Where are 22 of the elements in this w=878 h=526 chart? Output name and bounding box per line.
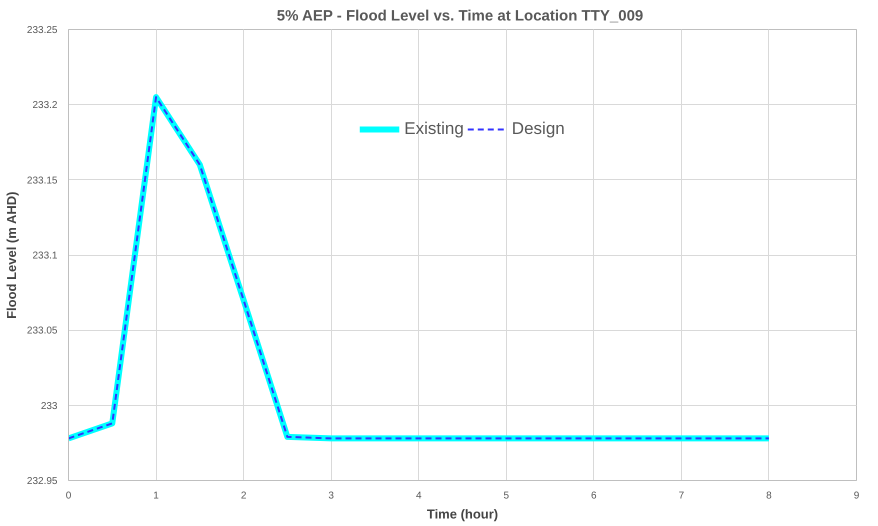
- x-tick-label: 6: [591, 490, 598, 502]
- y-tick-label: 232.95: [26, 476, 58, 487]
- y-tick-label: 233.1: [32, 250, 58, 262]
- y-tick-label: 233.25: [26, 25, 58, 36]
- x-tick-label: 9: [854, 490, 860, 502]
- y-tick-label: 233.15: [26, 175, 58, 186]
- y-tick-label: 233.05: [26, 326, 58, 337]
- y-axis-title: Flood Level (m AHD): [4, 192, 19, 319]
- chart-title: 5% AEP - Flood Level vs. Time at Location TTY_009: [276, 8, 644, 24]
- x-tick-label: 0: [66, 490, 72, 502]
- x-tick-label: 2: [240, 490, 247, 502]
- y-tick-label: 233: [40, 400, 58, 412]
- legend-label: Design: [512, 119, 565, 139]
- y-tick-label: 233.2: [32, 100, 58, 112]
- x-tick-label: 5: [503, 490, 510, 502]
- x-tick-label: 1: [153, 490, 160, 502]
- legend-label: Existing: [404, 119, 464, 139]
- x-tick-label: 7: [678, 490, 685, 502]
- x-axis-title: Time (hour): [426, 506, 498, 522]
- x-tick-label: 3: [328, 490, 334, 502]
- x-tick-label: 8: [766, 490, 772, 502]
- x-tick-label: 4: [416, 490, 422, 502]
